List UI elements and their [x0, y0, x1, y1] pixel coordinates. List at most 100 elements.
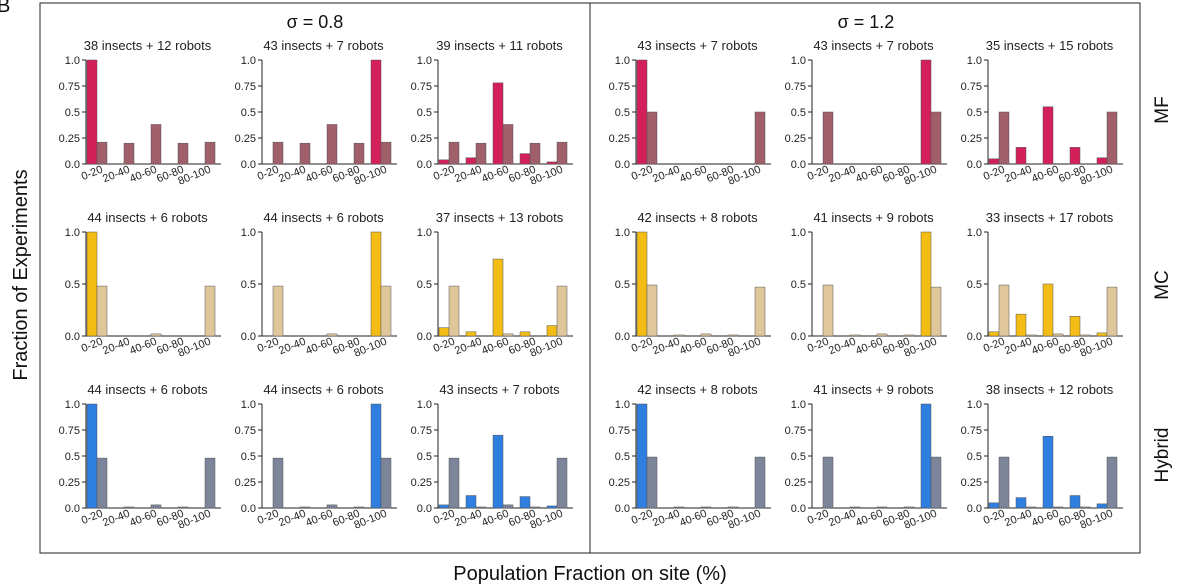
y-tick-label: 0.75: [59, 425, 80, 437]
x-tick-label: 20-40: [1003, 508, 1034, 530]
y-tick-label: 0.75: [961, 425, 982, 437]
y-tick-label: 0.75: [961, 81, 982, 93]
y-tick-label: 0.75: [235, 425, 256, 437]
bar-secondary-80-100: [930, 456, 942, 509]
bar-secondary-80-100: [204, 285, 216, 337]
y-tick-label: 0.5: [967, 451, 982, 463]
panel-letter: B: [0, 0, 10, 17]
x-tick-label: 20-40: [101, 336, 132, 358]
x-tick-label: 20-40: [101, 164, 132, 186]
y-tick-label: 1.0: [791, 55, 806, 67]
x-tick-label: 40-60: [854, 508, 885, 530]
y-tick-label: 1.0: [967, 399, 982, 411]
bar-secondary-0-20: [822, 456, 834, 509]
bar-secondary-40-60: [876, 333, 888, 337]
panel-hybrid-1: 44 insects + 6 robots0.00.250.50.751.00-…: [59, 382, 221, 532]
y-tick-label: 0.0: [417, 503, 432, 515]
x-tick-label: 40-60: [1030, 164, 1061, 186]
bar-secondary-60-80: [903, 506, 915, 509]
bar-secondary-0-20: [646, 111, 658, 165]
y-tick-label: 0.5: [967, 279, 982, 291]
bar-primary-40-60: [492, 258, 504, 337]
row-label-mf: MF: [1152, 96, 1173, 123]
y-tick-label: 0.25: [961, 133, 982, 145]
bar-secondary-80-100: [754, 286, 766, 337]
y-tick-label: 1.0: [241, 227, 256, 239]
bar-secondary-60-80: [727, 506, 739, 509]
x-tick-label: 20-40: [827, 508, 858, 530]
bar-secondary-80-100: [204, 141, 216, 165]
y-tick-label: 0.0: [791, 331, 806, 343]
bar-secondary-60-80: [353, 506, 365, 509]
bar-secondary-0-20: [998, 111, 1010, 165]
panel-hybrid-4: 42 insects + 8 robots0.00.250.50.751.00-…: [609, 382, 771, 532]
panel-mc-2: 44 insects + 6 robots0.00.51.00-2020-404…: [241, 210, 397, 360]
y-tick-label: 0.25: [59, 477, 80, 489]
x-tick-label: 20-40: [827, 164, 858, 186]
y-tick-label: 0.0: [65, 331, 80, 343]
frame-right: [589, 2, 1141, 554]
y-tick-label: 1.0: [417, 55, 432, 67]
bar-secondary-60-80: [727, 334, 739, 337]
bar-secondary-40-60: [150, 333, 162, 337]
row-label-mc: MC: [1152, 270, 1173, 300]
panel-mc-5: 41 insects + 9 robots0.00.51.00-2020-404…: [791, 210, 947, 360]
bar-secondary-20-40: [1025, 506, 1037, 509]
bar-secondary-0-20: [448, 141, 460, 165]
bar-primary-80-100: [546, 161, 558, 165]
panel-mf-2: 43 insects + 7 robots0.00.250.50.751.00-…: [235, 38, 397, 188]
y-tick-label: 1.0: [417, 399, 432, 411]
bar-secondary-80-100: [380, 285, 392, 337]
panel-title: 41 insects + 9 robots: [813, 382, 934, 397]
y-tick-label: 0.5: [967, 107, 982, 119]
panel-mc-1: 44 insects + 6 robots0.00.51.00-2020-404…: [65, 210, 221, 360]
bar-secondary-80-100: [930, 286, 942, 337]
y-tick-label: 0.0: [967, 503, 982, 515]
bar-secondary-0-20: [272, 285, 284, 337]
bar-primary-60-80: [519, 496, 531, 509]
bar-primary-0-20: [438, 327, 450, 337]
x-tick-label: 40-60: [480, 336, 511, 358]
bar-secondary-80-100: [556, 457, 568, 509]
bar-secondary-20-40: [673, 506, 685, 509]
bar-secondary-40-60: [876, 506, 888, 509]
x-tick-label: 20-40: [101, 508, 132, 530]
y-tick-label: 0.75: [59, 81, 80, 93]
y-tick-label: 1.0: [65, 227, 80, 239]
bar-secondary-40-60: [1052, 506, 1064, 509]
bar-primary-80-100: [370, 231, 382, 337]
y-tick-label: 0.75: [609, 425, 630, 437]
panel-title: 42 insects + 8 robots: [637, 210, 758, 225]
panel-title: 42 insects + 8 robots: [637, 382, 758, 397]
x-tick-label: 20-40: [651, 508, 682, 530]
x-tick-label: 20-40: [453, 336, 484, 358]
y-tick-label: 0.25: [785, 477, 806, 489]
y-tick-label: 1.0: [615, 399, 630, 411]
x-tick-label: 20-40: [651, 164, 682, 186]
panel-hybrid-5: 41 insects + 9 robots0.00.250.50.751.00-…: [785, 382, 947, 532]
bar-primary-80-100: [546, 325, 558, 337]
y-tick-label: 0.5: [791, 279, 806, 291]
bar-primary-0-20: [988, 158, 1000, 165]
bar-secondary-20-40: [299, 506, 311, 509]
y-axis-label: Fraction of Experiments: [10, 169, 32, 380]
y-tick-label: 0.5: [417, 279, 432, 291]
x-tick-label: 40-60: [304, 508, 335, 530]
y-tick-label: 1.0: [241, 399, 256, 411]
y-tick-label: 0.5: [65, 279, 80, 291]
bar-secondary-20-40: [123, 142, 135, 165]
bar-secondary-20-40: [849, 334, 861, 337]
y-tick-label: 0.25: [235, 477, 256, 489]
x-tick-label: 20-40: [651, 336, 682, 358]
bar-primary-80-100: [920, 231, 932, 337]
bar-primary-80-100: [920, 59, 932, 165]
bar-primary-0-20: [438, 504, 450, 509]
y-tick-label: 0.5: [241, 107, 256, 119]
bar-primary-80-100: [920, 403, 932, 509]
bar-secondary-0-20: [822, 284, 834, 337]
bar-secondary-60-80: [177, 142, 189, 165]
y-tick-label: 0.5: [615, 451, 630, 463]
y-tick-label: 0.75: [785, 81, 806, 93]
y-tick-label: 0.5: [65, 107, 80, 119]
